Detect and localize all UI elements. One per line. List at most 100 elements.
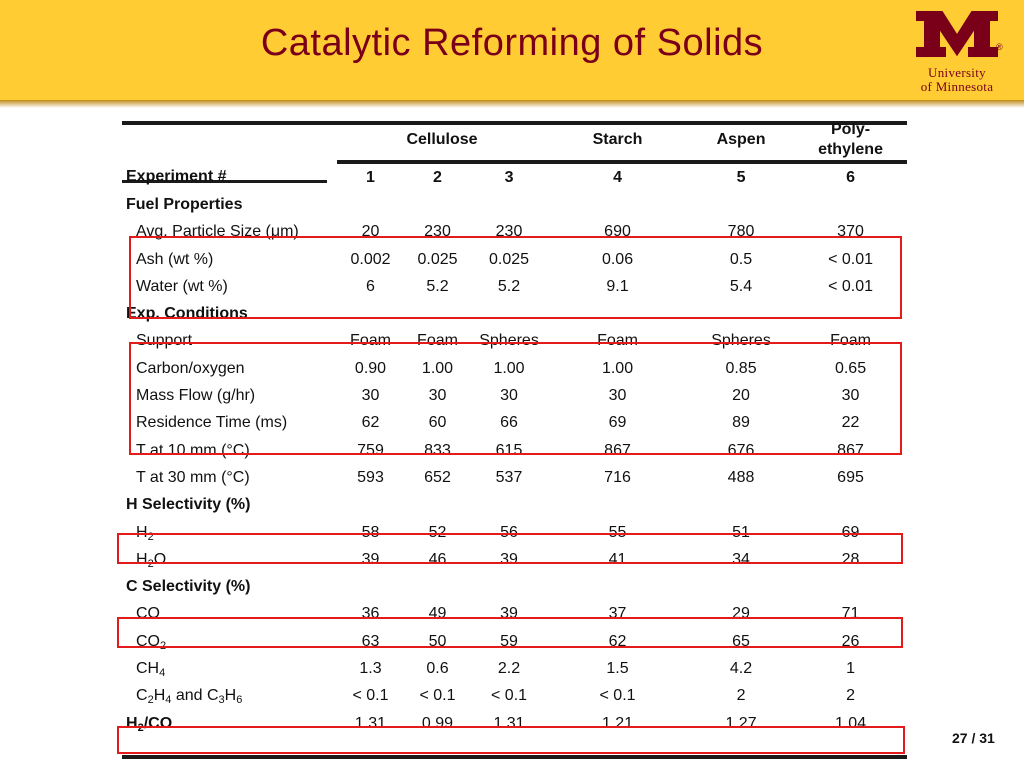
cell: 30 <box>428 387 447 405</box>
cell: 56 <box>500 523 518 541</box>
group-aspen: Aspen <box>688 120 795 164</box>
cell: 6 <box>366 277 375 295</box>
section-c-selectivity: C Selectivity (%) <box>126 578 251 596</box>
section-h-selectivity: H Selectivity (%) <box>126 496 251 514</box>
experiment-label: Experiment # <box>126 167 227 185</box>
cell: 59 <box>500 632 518 650</box>
cell: 2.2 <box>497 659 521 677</box>
page-total: 31 <box>979 730 995 746</box>
cell: 66 <box>500 414 518 432</box>
row-label: Mass Flow (g/hr) <box>136 387 256 405</box>
label-part: C <box>136 687 148 705</box>
cell: 26 <box>841 632 860 650</box>
table-bottom-rule <box>122 755 907 759</box>
highlight-box-co <box>117 617 903 648</box>
header-shadow <box>0 100 1024 108</box>
cell: 230 <box>424 223 451 241</box>
cell: 1 <box>846 659 855 677</box>
label-part: H <box>153 687 166 705</box>
exp-col: 4 <box>613 168 622 186</box>
university-logo: ® University of Minnesota <box>903 8 1011 98</box>
cell: < 0.01 <box>828 250 873 268</box>
cell: Foam <box>830 332 871 350</box>
table-row: Residence Time (ms) 62 60 66 69 89 22 <box>122 410 907 437</box>
label-sub: 3 <box>218 694 225 707</box>
cell: 5.2 <box>426 277 449 295</box>
cell: < 0.1 <box>419 687 456 705</box>
cell: 62 <box>361 414 380 432</box>
table-row: CH4 1.3 0.6 2.2 1.5 4.2 1 <box>122 655 907 682</box>
table-row: Mass Flow (g/hr) 30 30 30 30 20 30 <box>122 382 907 409</box>
label-part: and C <box>171 687 219 705</box>
label-part: H <box>136 523 148 541</box>
cell: 20 <box>732 387 750 405</box>
section-row: H Selectivity (%) <box>122 492 907 519</box>
highlight-box-conditions <box>129 342 902 455</box>
university-name-line2: of Minnesota <box>920 79 994 94</box>
cell: 2 <box>846 687 855 705</box>
cell: 716 <box>604 468 631 486</box>
page-current: 27 <box>952 730 968 746</box>
label-sub: 4 <box>159 666 166 679</box>
cell: 4.2 <box>729 659 753 677</box>
cell: 60 <box>428 414 447 432</box>
cell: 370 <box>837 223 864 241</box>
cell: 652 <box>424 468 451 486</box>
cell: 0.025 <box>417 250 458 268</box>
cell: 89 <box>732 414 750 432</box>
cell: 65 <box>732 632 750 650</box>
cell: 55 <box>608 523 627 541</box>
cell: 488 <box>727 468 755 486</box>
row-label: H2 <box>122 519 337 546</box>
row-label: Residence Time (ms) <box>136 414 288 432</box>
results-table: Cellulose Starch Aspen Poly-ethylene Exp… <box>122 120 908 737</box>
label-part: CH <box>136 659 160 677</box>
group-cellulose: Cellulose <box>337 120 548 164</box>
table-rule-label <box>122 180 327 183</box>
cell: < 0.1 <box>352 687 389 705</box>
cell: 22 <box>841 414 860 432</box>
experiment-row: Experiment # 1 2 3 4 5 6 <box>122 162 907 191</box>
row-label: T at 30 mm (°C) <box>136 468 250 486</box>
cell: Foam <box>417 332 458 350</box>
cell: 690 <box>604 223 631 241</box>
group-header-row: Cellulose Starch Aspen Poly-ethylene <box>122 120 908 164</box>
cell: 1.00 <box>493 359 525 377</box>
cell: 1.3 <box>359 659 382 677</box>
label-part: H <box>126 714 138 732</box>
label-sub: 2 <box>147 530 154 543</box>
group-poly-line1: Poly- <box>830 121 871 138</box>
exp-col: 2 <box>433 168 442 186</box>
cell: 1.5 <box>606 659 629 677</box>
cell: 0.85 <box>725 359 757 377</box>
group-polyethylene: Poly-ethylene <box>794 120 908 164</box>
label-part: H <box>224 687 237 705</box>
table-row: Carbon/oxygen 0.90 1.00 1.00 1.00 0.85 0… <box>122 355 907 382</box>
cell: 58 <box>361 523 380 541</box>
section-fuel-properties: Fuel Properties <box>126 195 243 213</box>
cell: Spheres <box>479 332 539 350</box>
cell: 9.1 <box>606 277 629 295</box>
group-poly-line2: ethylene <box>818 141 883 158</box>
group-starch: Starch <box>547 120 689 164</box>
cell: Spheres <box>711 332 771 350</box>
row-label: CH4 <box>122 655 337 682</box>
label-sub: 6 <box>236 694 243 707</box>
row-label: C2H4 and C3H6 <box>122 683 337 710</box>
row-label: Avg. Particle Size (μm) <box>136 223 299 241</box>
row-label: Carbon/oxygen <box>136 359 245 377</box>
cell: 0.5 <box>729 250 753 268</box>
label-sub: 4 <box>165 694 172 707</box>
cell: 537 <box>495 468 523 486</box>
cell: 69 <box>841 523 860 541</box>
block-m-icon <box>914 9 1000 60</box>
exp-col: 1 <box>366 168 375 186</box>
table-row: Ash (wt %) 0.002 0.025 0.025 0.06 0.5 < … <box>122 246 907 273</box>
label-sub: 2 <box>147 694 154 707</box>
table-row: H2 58 52 56 55 51 69 <box>122 519 907 546</box>
cell: 5.2 <box>497 277 521 295</box>
page-separator: / <box>971 730 976 746</box>
cell: 5.4 <box>729 277 753 295</box>
cell: 230 <box>495 223 523 241</box>
cell: 30 <box>608 387 627 405</box>
